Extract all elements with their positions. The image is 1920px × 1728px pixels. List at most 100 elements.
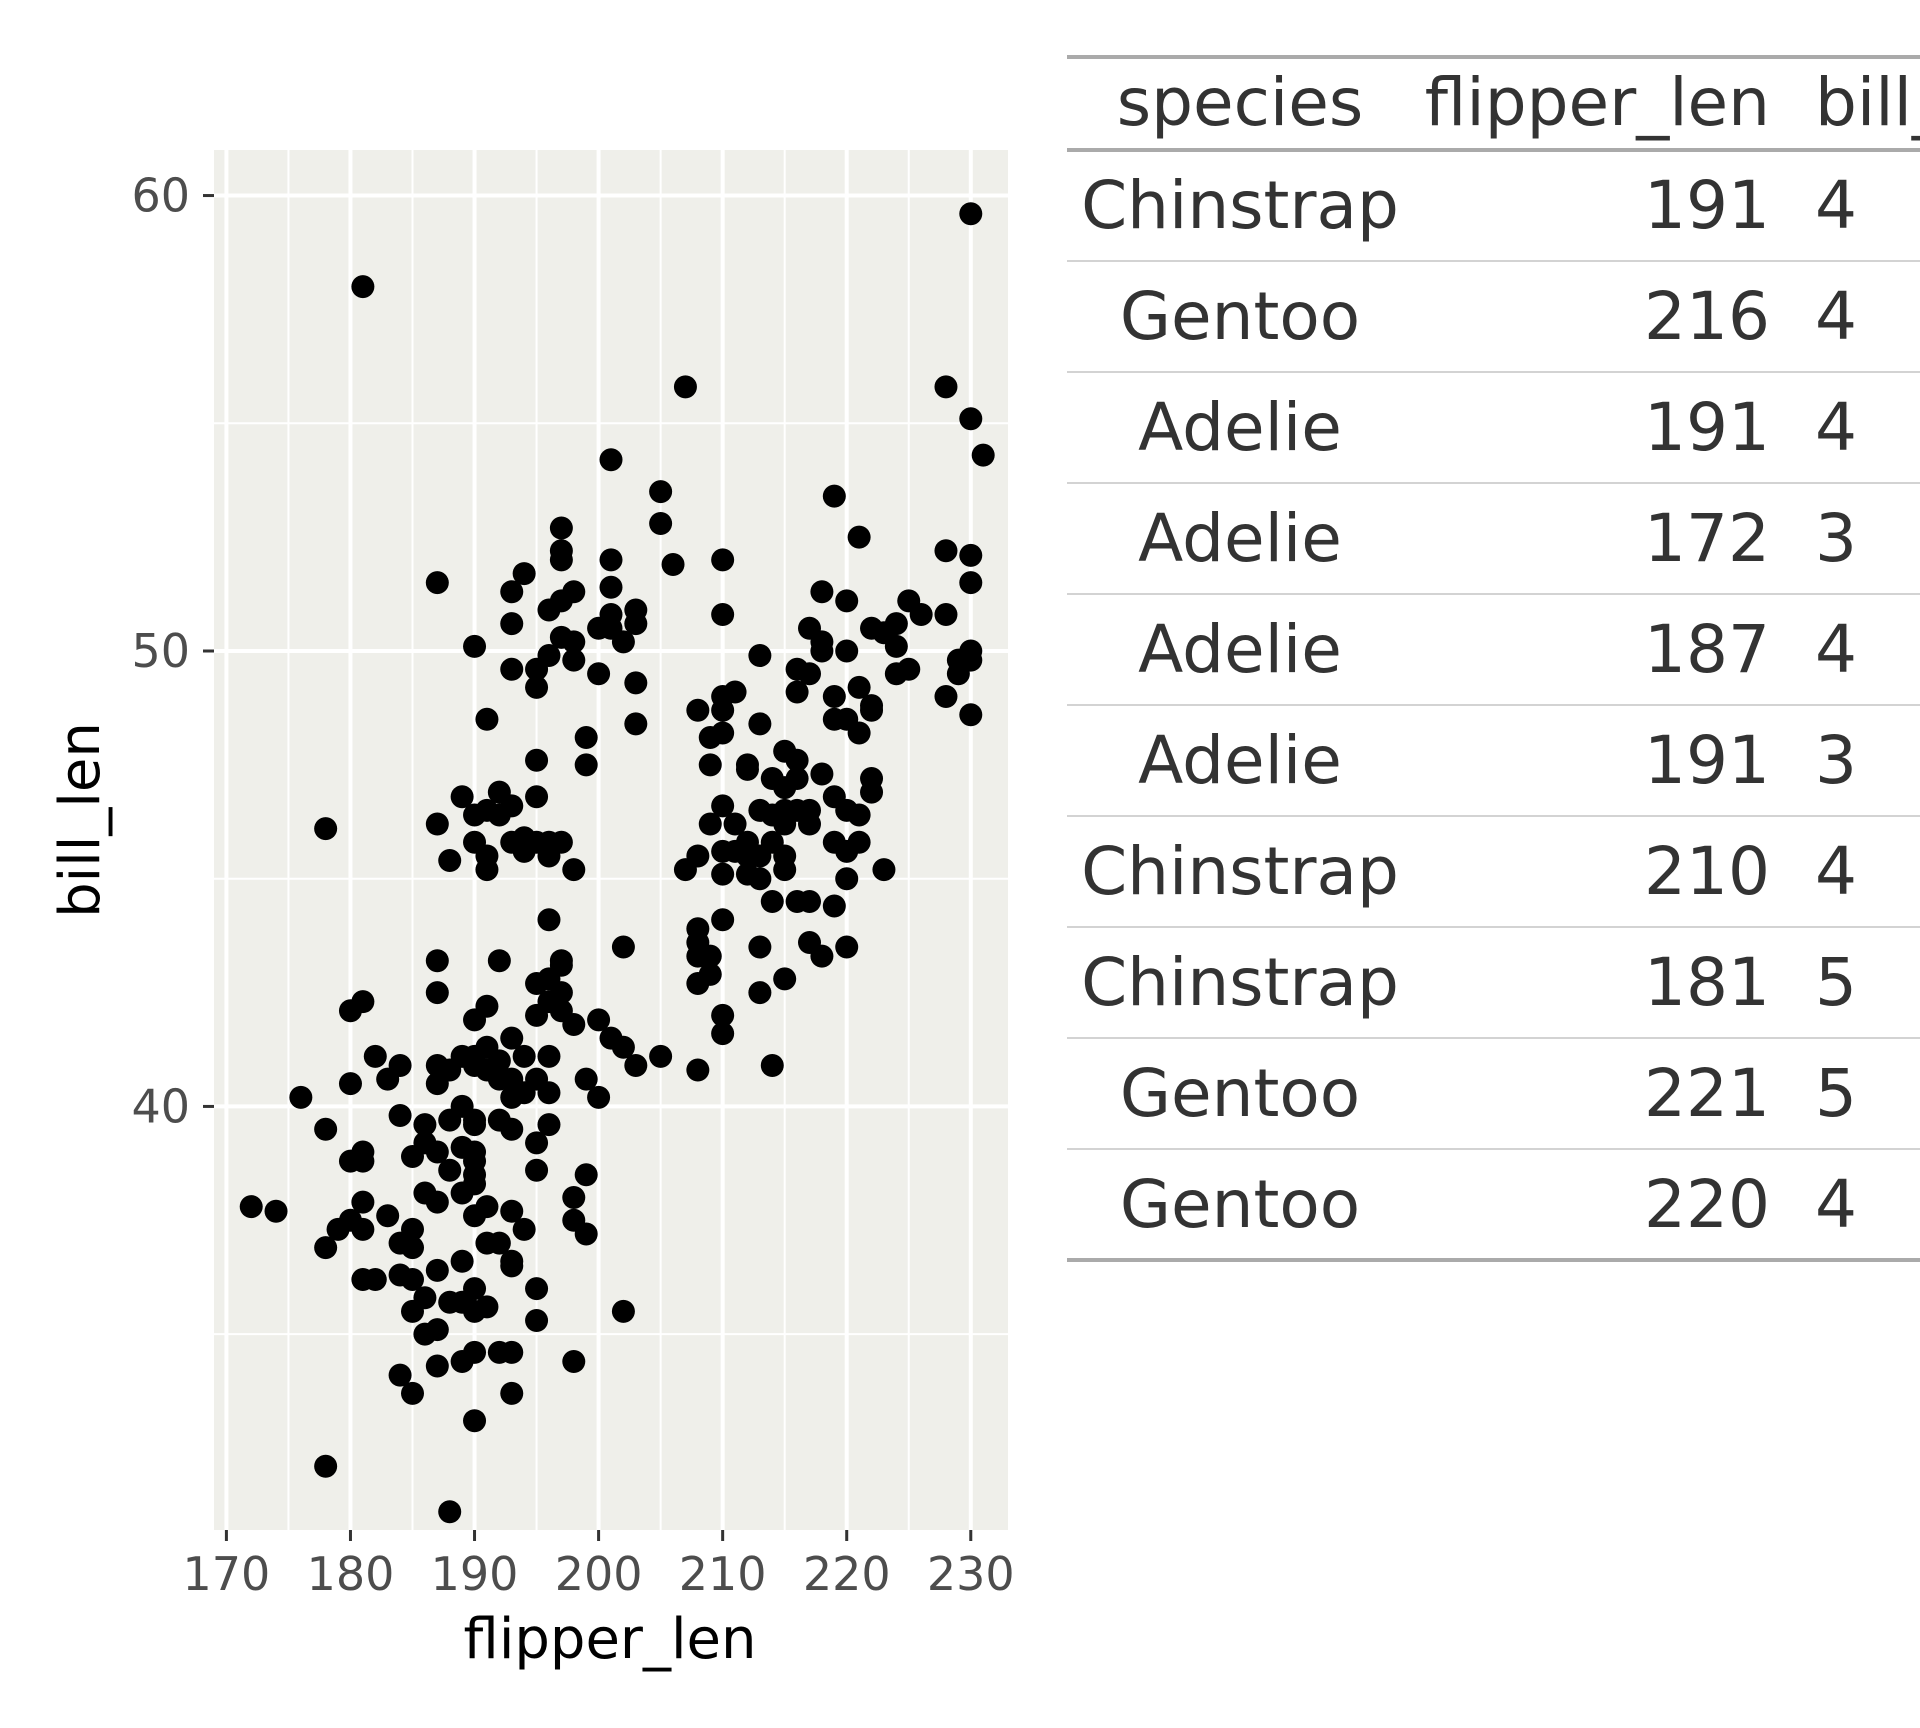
data-point bbox=[537, 598, 561, 622]
data-point bbox=[959, 202, 983, 226]
x-tick-label: 180 bbox=[307, 1547, 395, 1601]
data-point bbox=[599, 575, 623, 599]
table-cell: Adelie bbox=[1138, 722, 1342, 799]
data-point bbox=[314, 1236, 338, 1260]
data-point bbox=[314, 1454, 338, 1478]
data-point bbox=[500, 1026, 524, 1050]
data-point bbox=[748, 644, 772, 668]
data-point bbox=[649, 480, 673, 504]
table-cell: 4 bbox=[1815, 611, 1857, 688]
data-point bbox=[847, 525, 871, 549]
data-point bbox=[289, 1085, 313, 1109]
data-point bbox=[500, 1340, 524, 1364]
table-cell: Chinstrap bbox=[1081, 167, 1399, 244]
data-point bbox=[773, 812, 797, 836]
data-point bbox=[388, 1363, 412, 1387]
data-point bbox=[487, 949, 511, 973]
data-point bbox=[798, 812, 821, 836]
data-point bbox=[624, 712, 648, 736]
data-point bbox=[475, 858, 499, 882]
data-point bbox=[326, 1217, 350, 1241]
data-point bbox=[810, 944, 834, 968]
data-point bbox=[711, 862, 735, 886]
data-point bbox=[574, 753, 598, 777]
table-cell: 191 bbox=[1644, 167, 1770, 244]
data-point bbox=[500, 1381, 524, 1405]
data-point bbox=[239, 1195, 263, 1219]
data-point bbox=[562, 1012, 586, 1036]
axis-ticks: 170 180 190 200 210 220 230 40 50 60 bbox=[131, 169, 1014, 1601]
data-point bbox=[438, 848, 462, 872]
table-cell: 4 bbox=[1815, 167, 1857, 244]
data-point bbox=[450, 1349, 474, 1373]
data-point bbox=[425, 1354, 449, 1378]
data-point bbox=[574, 1163, 598, 1187]
table-cell: 191 bbox=[1644, 722, 1770, 799]
data-point bbox=[909, 603, 933, 627]
data-point bbox=[611, 935, 635, 959]
data-point bbox=[512, 1217, 536, 1241]
table-cell: 172 bbox=[1644, 500, 1770, 577]
data-point bbox=[525, 1308, 549, 1332]
data-point bbox=[748, 935, 772, 959]
data-point bbox=[438, 1500, 462, 1524]
data-point bbox=[723, 812, 747, 836]
table-cell: 4 bbox=[1815, 389, 1857, 466]
data-point bbox=[587, 1008, 611, 1032]
data-point bbox=[959, 407, 983, 431]
data-point bbox=[711, 698, 735, 722]
data-point bbox=[537, 1113, 561, 1137]
table-cell: 3 bbox=[1815, 500, 1857, 577]
data-point bbox=[884, 634, 908, 658]
data-point bbox=[661, 552, 685, 576]
x-tick-label: 190 bbox=[431, 1547, 519, 1601]
data-point bbox=[562, 1186, 586, 1210]
x-tick-label: 230 bbox=[927, 1547, 1015, 1601]
data-point bbox=[599, 448, 623, 472]
table-cell: 210 bbox=[1644, 833, 1770, 910]
data-point bbox=[425, 812, 449, 836]
data-point bbox=[401, 1299, 424, 1323]
data-point bbox=[425, 1190, 449, 1214]
data-point bbox=[413, 1113, 437, 1137]
data-point bbox=[264, 1199, 288, 1223]
data-point bbox=[512, 1044, 536, 1068]
data-point bbox=[686, 971, 710, 995]
data-point bbox=[711, 548, 735, 572]
data-point bbox=[549, 516, 573, 540]
data-point bbox=[847, 675, 871, 699]
data-point bbox=[500, 1199, 524, 1223]
table-cell: Gentoo bbox=[1120, 1055, 1360, 1132]
data-point bbox=[351, 1268, 375, 1292]
data-point bbox=[338, 999, 362, 1023]
data-point bbox=[711, 1003, 735, 1027]
data-point bbox=[438, 1158, 462, 1182]
data-point bbox=[673, 858, 697, 882]
data-point bbox=[711, 603, 735, 627]
data-point bbox=[810, 762, 834, 786]
data-point bbox=[860, 698, 884, 722]
data-point bbox=[314, 1117, 338, 1141]
data-point bbox=[835, 839, 859, 863]
table-cell: Chinstrap bbox=[1081, 944, 1399, 1021]
data-point bbox=[835, 935, 859, 959]
data-point bbox=[946, 662, 970, 686]
data-point bbox=[351, 1217, 375, 1241]
data-point bbox=[351, 275, 375, 299]
data-point bbox=[785, 748, 809, 772]
data-point bbox=[425, 949, 449, 973]
table-cell: Gentoo bbox=[1120, 278, 1360, 355]
data-point bbox=[624, 671, 648, 695]
data-point bbox=[463, 1299, 487, 1323]
data-point bbox=[698, 944, 722, 968]
data-point bbox=[599, 548, 623, 572]
data-point bbox=[487, 803, 511, 827]
data-point bbox=[525, 1158, 549, 1182]
data-point bbox=[500, 1117, 524, 1141]
data-point bbox=[463, 1409, 487, 1433]
data-point bbox=[711, 794, 735, 818]
table-header-cell: bill_ bbox=[1815, 64, 1920, 141]
y-tick-label: 50 bbox=[131, 624, 190, 678]
data-point bbox=[798, 889, 821, 913]
